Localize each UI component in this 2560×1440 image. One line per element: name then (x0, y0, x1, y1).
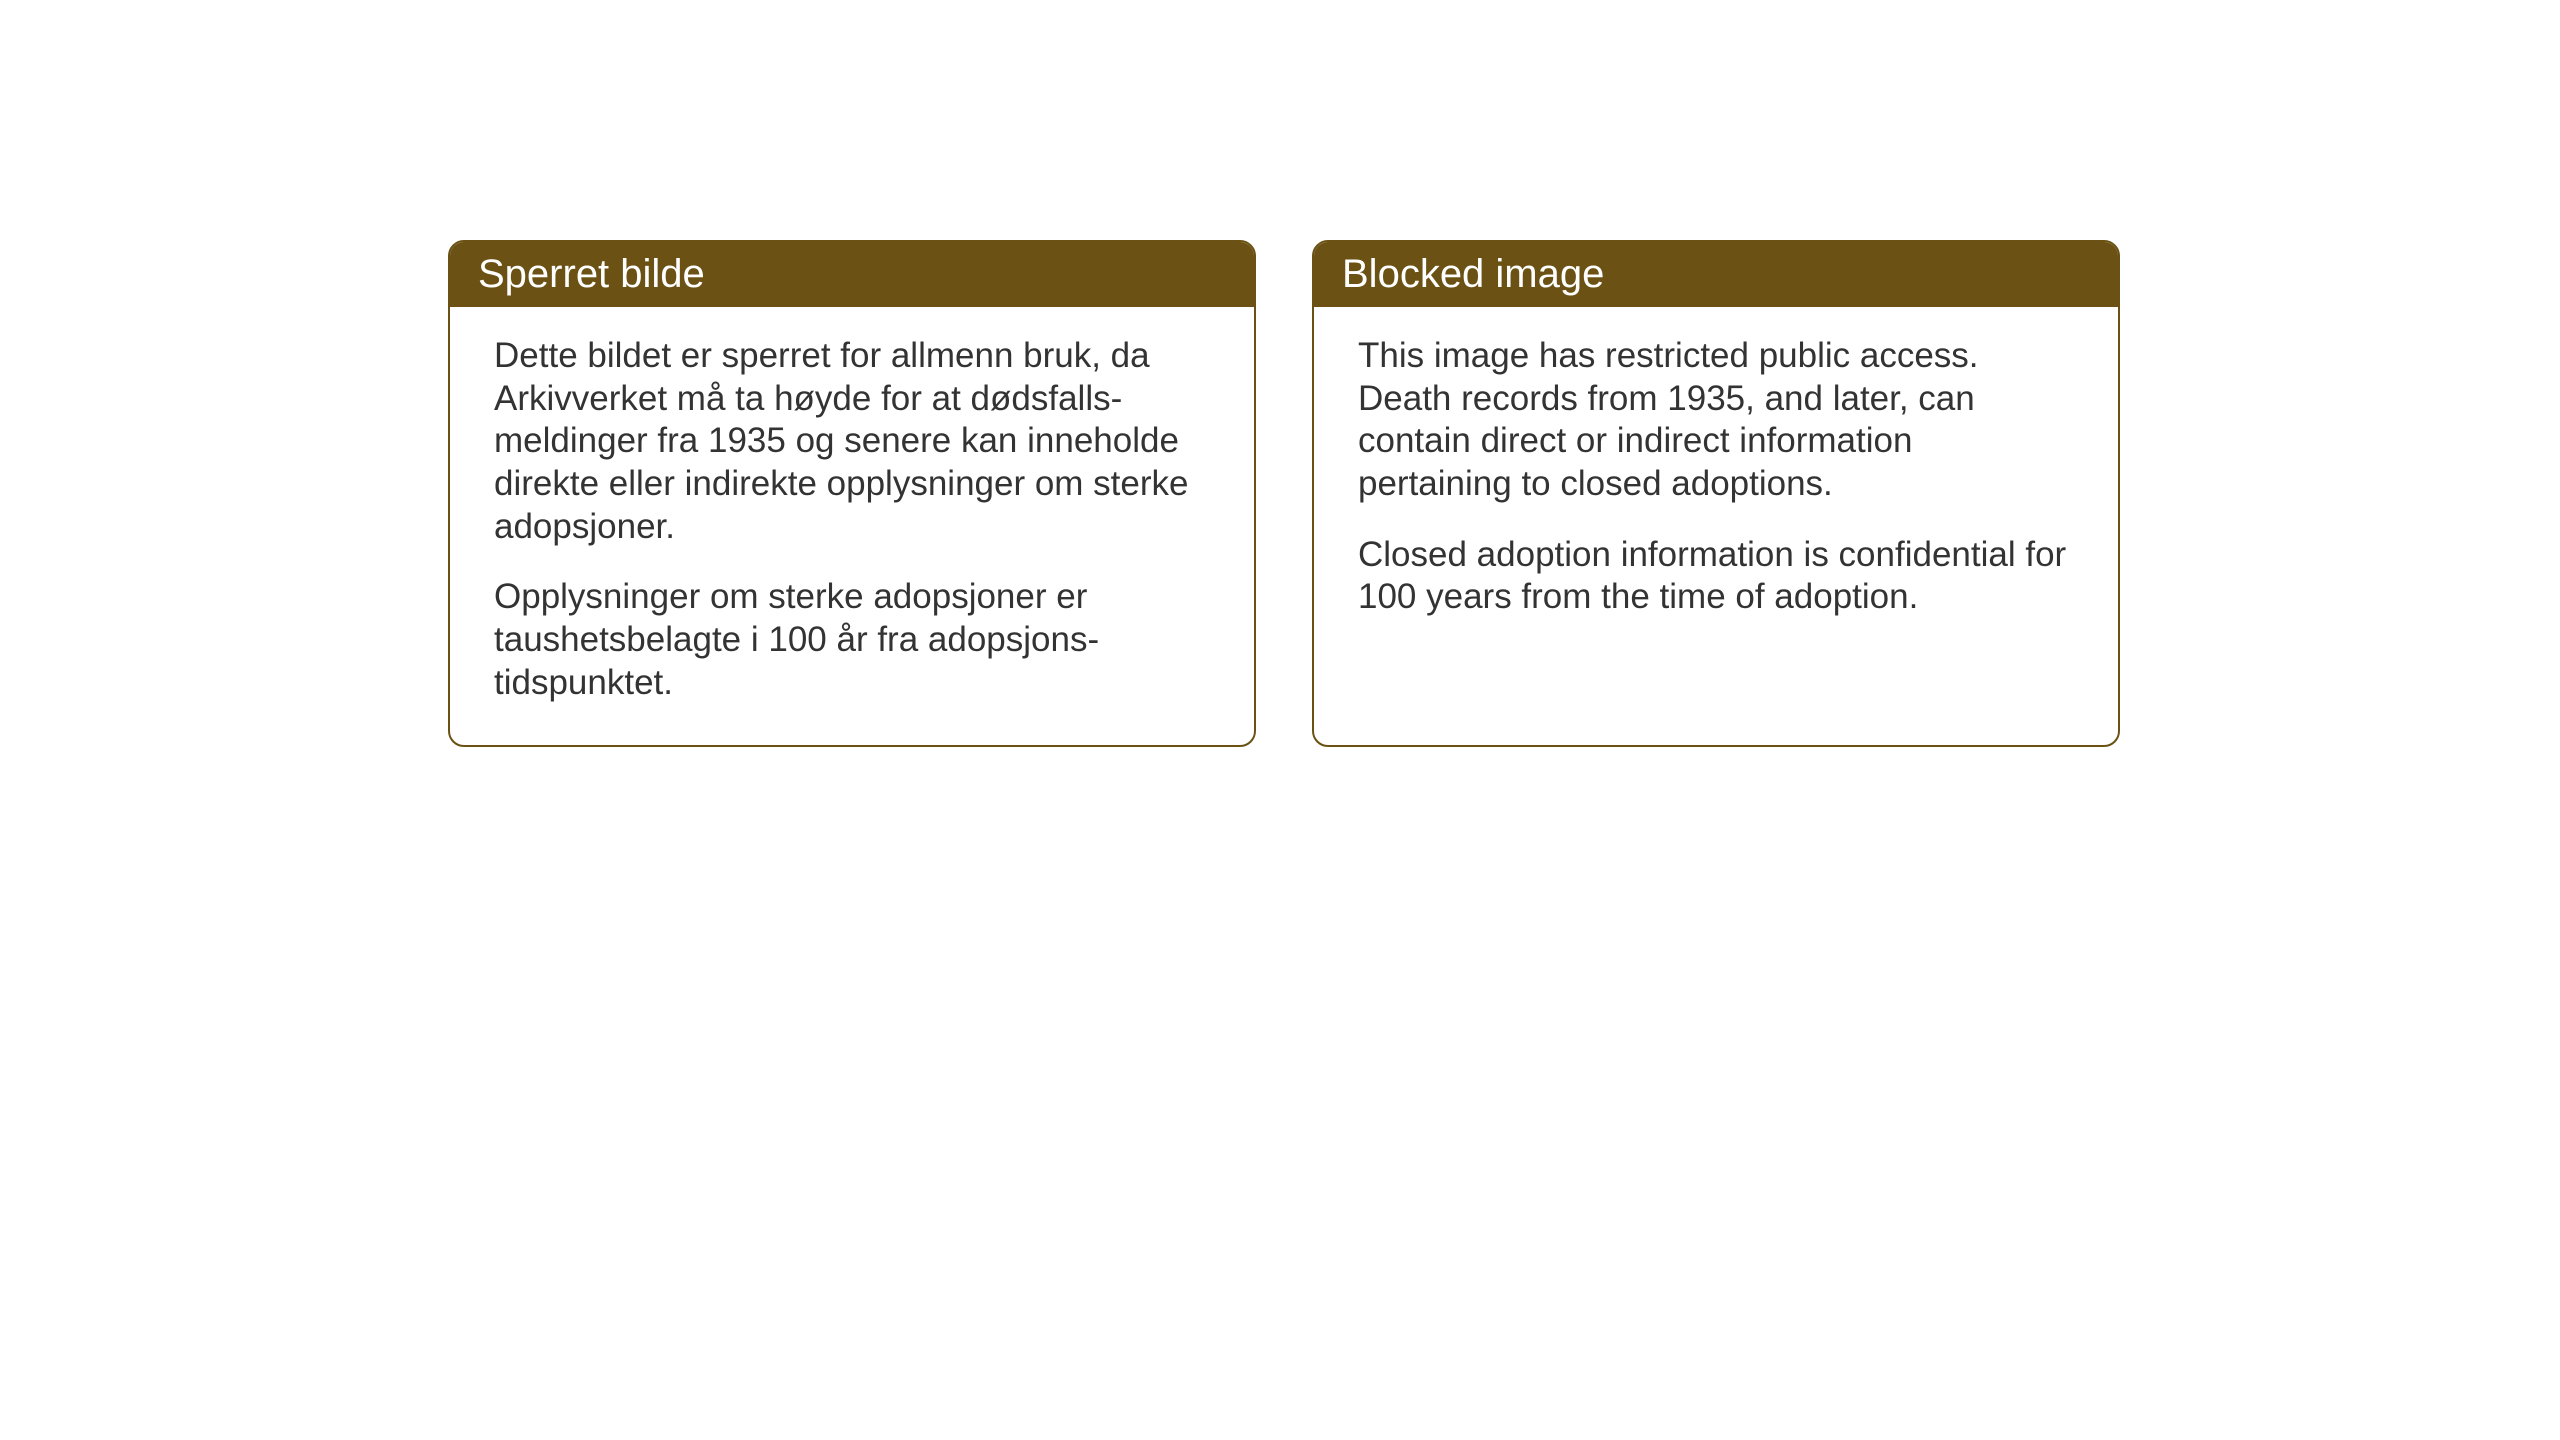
card-paragraph-1: Dette bildet er sperret for allmenn bruk… (494, 335, 1210, 548)
card-body-english: This image has restricted public access.… (1314, 307, 2118, 659)
notice-card-english: Blocked image This image has restricted … (1312, 240, 2120, 747)
card-paragraph-2: Opplysninger om sterke adopsjoner er tau… (494, 576, 1210, 704)
card-header-norwegian: Sperret bilde (450, 242, 1254, 307)
card-body-norwegian: Dette bildet er sperret for allmenn bruk… (450, 307, 1254, 745)
notice-card-norwegian: Sperret bilde Dette bildet er sperret fo… (448, 240, 1256, 747)
notice-cards-container: Sperret bilde Dette bildet er sperret fo… (448, 240, 2120, 747)
card-paragraph-1: This image has restricted public access.… (1358, 335, 2074, 506)
card-header-english: Blocked image (1314, 242, 2118, 307)
card-paragraph-2: Closed adoption information is confident… (1358, 534, 2074, 619)
